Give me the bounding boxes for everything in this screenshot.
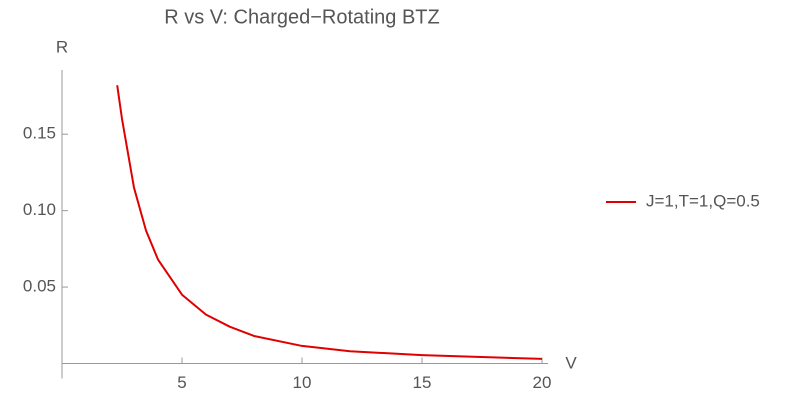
x-tick-label: 15 [413, 373, 432, 392]
y-tick-label: 0.05 [23, 277, 56, 296]
y-axis-label: R [56, 37, 68, 56]
x-tick-label: 10 [293, 373, 312, 392]
x-axis-label: V [565, 353, 577, 372]
x-tick-label: 20 [533, 373, 552, 392]
y-tick-label: 0.10 [23, 200, 56, 219]
chart-title: R vs V: Charged−Rotating BTZ [164, 6, 440, 28]
y-tick-label: 0.15 [23, 124, 56, 143]
x-tick-label: 5 [177, 373, 186, 392]
series-line [116, 85, 543, 360]
legend-label: J=1,T=1,Q=0.5 [646, 191, 760, 210]
